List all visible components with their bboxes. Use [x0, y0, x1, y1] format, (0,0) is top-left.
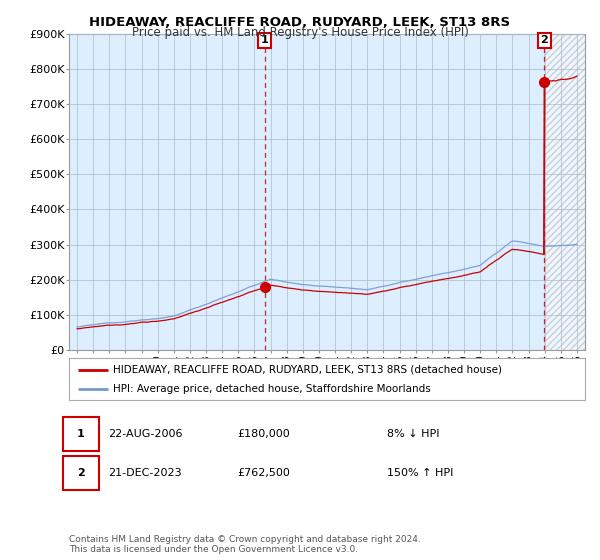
Text: HPI: Average price, detached house, Staffordshire Moorlands: HPI: Average price, detached house, Staf…: [113, 384, 431, 394]
Text: £762,500: £762,500: [237, 468, 290, 478]
Text: HIDEAWAY, REACLIFFE ROAD, RUDYARD, LEEK, ST13 8RS: HIDEAWAY, REACLIFFE ROAD, RUDYARD, LEEK,…: [89, 16, 511, 29]
Bar: [544, 34, 585, 350]
Text: HIDEAWAY, REACLIFFE ROAD, RUDYARD, LEEK, ST13 8RS (detached house): HIDEAWAY, REACLIFFE ROAD, RUDYARD, LEEK,…: [113, 365, 502, 375]
Text: 1: 1: [261, 35, 269, 45]
Text: 1: 1: [77, 429, 85, 439]
Text: 2: 2: [77, 468, 85, 478]
Text: Price paid vs. HM Land Registry's House Price Index (HPI): Price paid vs. HM Land Registry's House …: [131, 26, 469, 39]
Bar: [544, 34, 585, 350]
Text: 8% ↓ HPI: 8% ↓ HPI: [387, 429, 439, 439]
Text: 21-DEC-2023: 21-DEC-2023: [108, 468, 182, 478]
Text: 22-AUG-2006: 22-AUG-2006: [108, 429, 182, 439]
Text: Contains HM Land Registry data © Crown copyright and database right 2024.
This d: Contains HM Land Registry data © Crown c…: [69, 535, 421, 554]
Text: 150% ↑ HPI: 150% ↑ HPI: [387, 468, 454, 478]
Text: 2: 2: [541, 35, 548, 45]
Bar: [544, 34, 585, 350]
Text: £180,000: £180,000: [237, 429, 290, 439]
